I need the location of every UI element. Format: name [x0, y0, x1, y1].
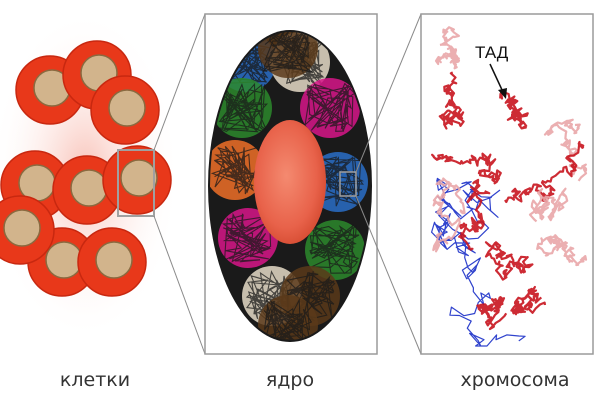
- chromatin-fiber: [308, 223, 360, 275]
- caption-nucleus: ядро: [265, 369, 315, 391]
- cell-nucleus: [108, 89, 146, 127]
- cells-panel: [0, 10, 180, 340]
- tad-label: ТАД: [475, 43, 509, 62]
- chromatin-fiber: [304, 82, 356, 132]
- chromatin-fiber: [274, 36, 326, 87]
- chromatin-fiber: [221, 212, 272, 263]
- chromosome-strand: [432, 177, 466, 253]
- chromosome-panel: ТАД: [420, 13, 594, 355]
- chromosome-strand: [458, 178, 491, 251]
- chromosome-strand: [434, 26, 461, 70]
- chromosome-strand: [438, 71, 465, 130]
- connector-line: [355, 13, 422, 173]
- nucleolus: [254, 120, 326, 244]
- cell-nucleus: [45, 241, 83, 279]
- chromatin-fiber: [263, 297, 313, 340]
- chromosome-strand: [528, 187, 569, 223]
- chromosome-strand: [476, 296, 508, 331]
- cell-nucleus: [70, 169, 108, 207]
- nucleus-panel: [204, 13, 378, 355]
- nucleus-zoom-box: [339, 171, 357, 197]
- caption-cells: клетки: [59, 369, 131, 391]
- tad-arrow: [489, 63, 504, 93]
- chromosome-strand: [504, 140, 585, 204]
- chromosome-strand: [484, 241, 534, 281]
- tad-arrow-head: [498, 88, 507, 99]
- chromatin-fiber: [262, 32, 314, 74]
- cell-zoom-box: [117, 149, 155, 217]
- chromosome-strand: [536, 234, 588, 267]
- chromosome-strand: [499, 91, 529, 130]
- cell-nucleus: [120, 159, 158, 197]
- cell-nucleus: [95, 241, 133, 279]
- caption-chromosome: хромосома: [460, 369, 570, 391]
- chromatin-fiber: [217, 81, 268, 134]
- cell-nucleus: [3, 209, 41, 247]
- connector-line: [355, 195, 422, 355]
- connector-line: [153, 215, 206, 355]
- chromosome-strand: [431, 152, 502, 185]
- connector-line: [153, 13, 206, 151]
- chromatin-fiber: [210, 145, 261, 195]
- chromosome-strand: [510, 285, 547, 316]
